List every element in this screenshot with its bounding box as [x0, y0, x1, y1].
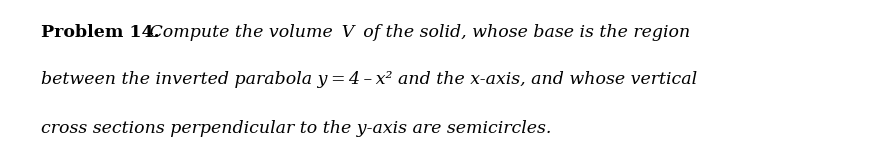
Text: Compute the volume  V  of the solid, whose base is the region: Compute the volume V of the solid, whose…	[144, 24, 690, 41]
Text: Problem 14.: Problem 14.	[41, 24, 159, 41]
Text: cross sections perpendicular to the y-axis are semicircles.: cross sections perpendicular to the y-ax…	[41, 120, 552, 137]
Text: between the inverted parabola y = 4 – x² and the x-axis, and whose vertical: between the inverted parabola y = 4 – x²…	[41, 71, 697, 88]
